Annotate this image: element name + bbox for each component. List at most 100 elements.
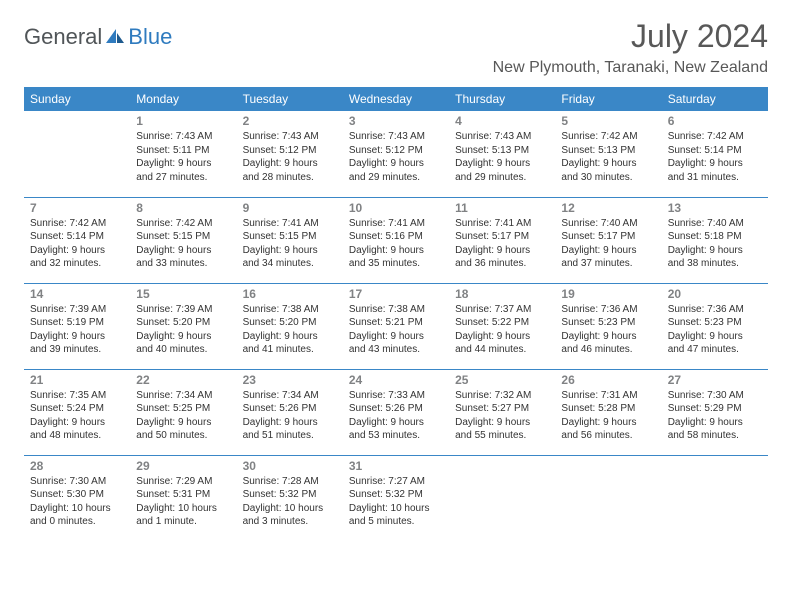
- daylight-line1: Daylight: 9 hours: [668, 244, 762, 258]
- day-number: 4: [455, 114, 549, 128]
- calendar-cell: 18Sunrise: 7:37 AMSunset: 5:22 PMDayligh…: [449, 283, 555, 369]
- header-right: July 2024 New Plymouth, Taranaki, New Ze…: [493, 18, 768, 77]
- day-number: 13: [668, 201, 762, 215]
- calendar-cell: 17 Sunrise: 7:38 AMSunset: 5:21 PMDayligh…: [343, 283, 449, 369]
- sunrise-text: Sunrise: 7:30 AM: [668, 389, 762, 403]
- daylight-line1: Daylight: 9 hours: [136, 416, 230, 430]
- daylight-line1: Daylight: 9 hours: [136, 244, 230, 258]
- page-title: July 2024: [493, 18, 768, 55]
- day-info: Sunrise: 7:36 AMSunset: 5:23 PMDaylight:…: [561, 303, 655, 357]
- sunset-text: Sunset: 5:12 PM: [349, 144, 443, 158]
- day-number: 14: [30, 287, 124, 301]
- sunset-text: Sunset: 5:13 PM: [455, 144, 549, 158]
- day-info: Sunrise: 7:41 AMSunset: 5:15 PMDaylight:…: [243, 217, 337, 271]
- daylight-line1: Daylight: 9 hours: [136, 330, 230, 344]
- sunrise-text: Sunrise: 7:43 AM: [243, 130, 337, 144]
- day-info: Sunrise: 7:42 AMSunset: 5:14 PMDaylight:…: [668, 130, 762, 184]
- sunset-text: Sunset: 5:26 PM: [243, 402, 337, 416]
- daylight-line2: and 51 minutes.: [243, 429, 337, 443]
- sunrise-text: Sunrise: 7:32 AM: [455, 389, 549, 403]
- sunset-text: Sunset: 5:15 PM: [136, 230, 230, 244]
- sunset-text: Sunset: 5:28 PM: [561, 402, 655, 416]
- sunrise-text: Sunrise: 7:36 AM: [561, 303, 655, 317]
- sunrise-text: Sunrise: 7:41 AM: [349, 217, 443, 231]
- calendar-cell: 5Sunrise: 7:42 AMSunset: 5:13 PMDaylight…: [555, 111, 661, 197]
- daylight-line2: and 30 minutes.: [561, 171, 655, 185]
- calendar-cell: 29Sunrise: 7:29 AMSunset: 5:31 PMDayligh…: [130, 455, 236, 541]
- sunrise-text: Sunrise: 7:42 AM: [136, 217, 230, 231]
- weekday-header: Tuesday: [237, 87, 343, 111]
- sunrise-text: Sunrise: 7:31 AM: [561, 389, 655, 403]
- daylight-line2: and 29 minutes.: [455, 171, 549, 185]
- calendar-cell: 26 Sunrise: 7:31 AMSunset: 5:28 PMDayligh…: [555, 369, 661, 455]
- day-number: 8: [136, 201, 230, 215]
- daylight-line2: and 3 minutes.: [243, 515, 337, 529]
- calendar-cell: 10Sunrise: 7:41 AMSunset: 5:16 PMDayligh…: [343, 197, 449, 283]
- calendar-row: 7Sunrise: 7:42 AMSunset: 5:14 PMDaylight…: [24, 197, 768, 283]
- sunrise-text: Sunrise: 7:38 AM: [349, 303, 443, 317]
- sunrise-text: Sunrise: 7:35 AM: [30, 389, 124, 403]
- daylight-line2: and 5 minutes.: [349, 515, 443, 529]
- day-number: 2: [243, 114, 337, 128]
- calendar-cell: 24Sunrise: 7:33 AMSunset: 5:26 PMDayligh…: [343, 369, 449, 455]
- weekday-header: Thursday: [449, 87, 555, 111]
- weekday-header: Friday: [555, 87, 661, 111]
- day-info: Sunrise: 7:38 AMSunset: 5:20 PMDaylight:…: [243, 303, 337, 357]
- weekday-header: Saturday: [662, 87, 768, 111]
- day-info: Sunrise: 7:31 AMSunset: 5:28 PMDaylight:…: [561, 389, 655, 443]
- sunset-text: Sunset: 5:18 PM: [668, 230, 762, 244]
- day-info: Sunrise: 7:43 AMSunset: 5:12 PMDaylight:…: [349, 130, 443, 184]
- daylight-line1: Daylight: 9 hours: [668, 416, 762, 430]
- sunset-text: Sunset: 5:12 PM: [243, 144, 337, 158]
- daylight-line2: and 56 minutes.: [561, 429, 655, 443]
- sunrise-text: Sunrise: 7:43 AM: [455, 130, 549, 144]
- sunset-text: Sunset: 5:19 PM: [30, 316, 124, 330]
- daylight-line1: Daylight: 10 hours: [349, 502, 443, 516]
- calendar-cell: 16Sunrise: 7:38 AMSunset: 5:20 PMDayligh…: [237, 283, 343, 369]
- calendar-cell: [662, 455, 768, 541]
- calendar-cell: [449, 455, 555, 541]
- daylight-line1: Daylight: 9 hours: [30, 244, 124, 258]
- day-number: 25: [455, 373, 549, 387]
- day-number: 1: [136, 114, 230, 128]
- daylight-line1: Daylight: 9 hours: [349, 330, 443, 344]
- calendar-cell: 28Sunrise: 7:30 AMSunset: 5:30 PMDayligh…: [24, 455, 130, 541]
- daylight-line2: and 41 minutes.: [243, 343, 337, 357]
- daylight-line1: Daylight: 9 hours: [668, 330, 762, 344]
- day-number: 26: [561, 373, 655, 387]
- calendar-table: SundayMondayTuesdayWednesdayThursdayFrid…: [24, 87, 768, 541]
- day-info: Sunrise: 7:35 AMSunset: 5:24 PMDaylight:…: [30, 389, 124, 443]
- calendar-row: 28Sunrise: 7:30 AMSunset: 5:30 PMDayligh…: [24, 455, 768, 541]
- daylight-line2: and 34 minutes.: [243, 257, 337, 271]
- daylight-line1: Daylight: 9 hours: [561, 244, 655, 258]
- daylight-line1: Daylight: 9 hours: [243, 416, 337, 430]
- day-number: 17: [349, 287, 443, 301]
- daylight-line2: and 55 minutes.: [455, 429, 549, 443]
- day-info: Sunrise: 7:42 AMSunset: 5:13 PMDaylight:…: [561, 130, 655, 184]
- day-info: Sunrise: 7:38 AMSunset: 5:21 PMDaylight:…: [349, 303, 443, 357]
- sunset-text: Sunset: 5:17 PM: [561, 230, 655, 244]
- day-number: 21: [30, 373, 124, 387]
- daylight-line2: and 35 minutes.: [349, 257, 443, 271]
- weekday-header: Wednesday: [343, 87, 449, 111]
- daylight-line2: and 33 minutes.: [136, 257, 230, 271]
- daylight-line2: and 37 minutes.: [561, 257, 655, 271]
- sunrise-text: Sunrise: 7:34 AM: [136, 389, 230, 403]
- day-number: 24: [349, 373, 443, 387]
- daylight-line1: Daylight: 9 hours: [243, 330, 337, 344]
- day-number: 7: [30, 201, 124, 215]
- daylight-line1: Daylight: 9 hours: [455, 416, 549, 430]
- day-number: 23: [243, 373, 337, 387]
- calendar-cell: 22Sunrise: 7:34 AMSunset: 5:25 PMDayligh…: [130, 369, 236, 455]
- day-info: Sunrise: 7:32 AMSunset: 5:27 PMDaylight:…: [455, 389, 549, 443]
- day-info: Sunrise: 7:28 AMSunset: 5:32 PMDaylight:…: [243, 475, 337, 529]
- day-info: Sunrise: 7:43 AMSunset: 5:13 PMDaylight:…: [455, 130, 549, 184]
- day-info: Sunrise: 7:29 AMSunset: 5:31 PMDaylight:…: [136, 475, 230, 529]
- sunrise-text: Sunrise: 7:28 AM: [243, 475, 337, 489]
- daylight-line2: and 53 minutes.: [349, 429, 443, 443]
- daylight-line2: and 40 minutes.: [136, 343, 230, 357]
- daylight-line1: Daylight: 9 hours: [455, 330, 549, 344]
- day-info: Sunrise: 7:36 AMSunset: 5:23 PMDaylight:…: [668, 303, 762, 357]
- calendar-cell: 25 Sunrise: 7:32 AMSunset: 5:27 PMDayligh…: [449, 369, 555, 455]
- day-info: Sunrise: 7:39 AMSunset: 5:20 PMDaylight:…: [136, 303, 230, 357]
